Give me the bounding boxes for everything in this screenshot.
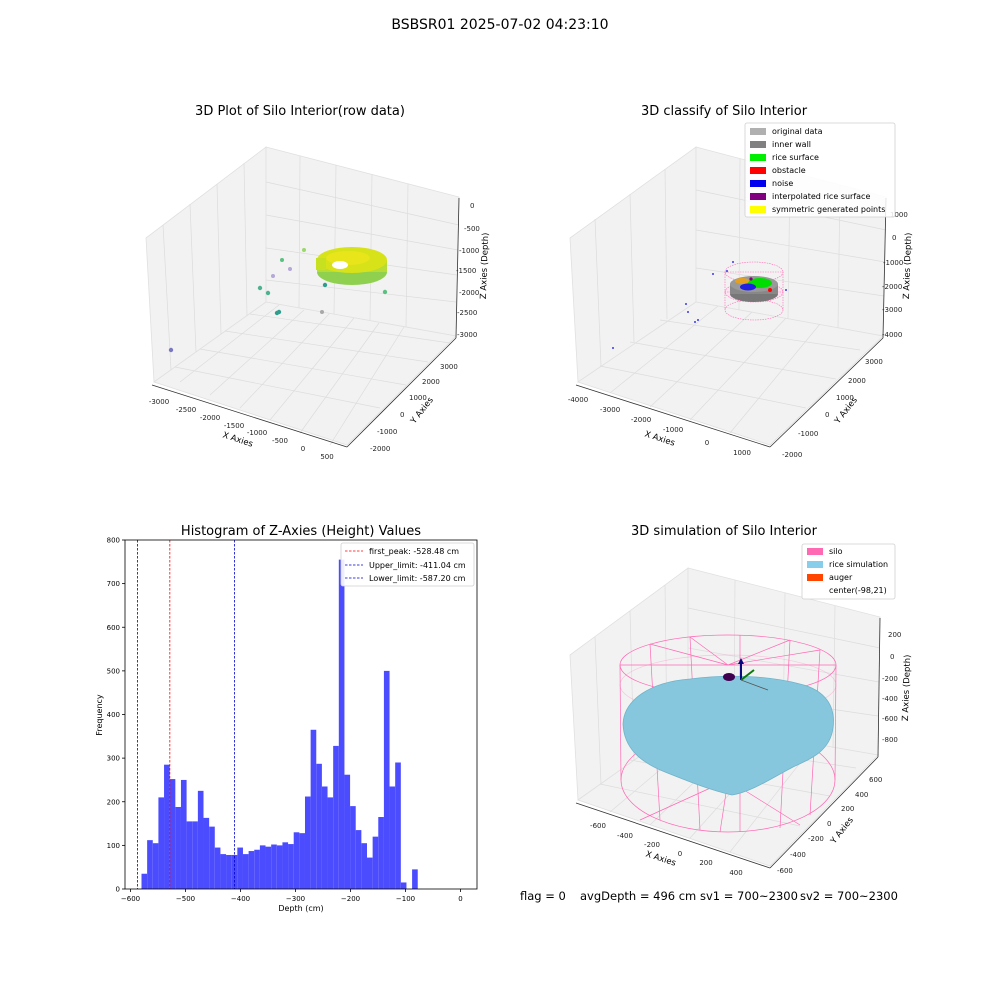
panel1-ztick: -3000 xyxy=(457,331,477,339)
panel1-xtick: 500 xyxy=(320,453,333,461)
panel1-ztick: 0 xyxy=(470,202,474,210)
status-sv2: sv2 = 700~2300 xyxy=(800,889,898,903)
panel1-ztick: -2500 xyxy=(457,309,477,317)
panel1-xtick: 0 xyxy=(301,445,305,453)
panel1-ytick: 0 xyxy=(400,411,404,419)
status-flag: flag = 0 xyxy=(520,889,566,903)
panel1-zlabel: Z Axies (Depth) xyxy=(479,232,491,299)
panel4-title: 3D simulation of Silo Interior xyxy=(631,524,817,539)
panel1-ztick: -500 xyxy=(464,225,480,233)
status-sv1: sv1 = 700~2300 xyxy=(700,889,798,903)
panel1-ytick: 1000 xyxy=(409,394,427,402)
panel1-ztick: -1000 xyxy=(459,247,479,255)
status-avg-depth: avgDepth = 496 cm xyxy=(580,889,697,903)
panel2-title: 3D classify of Silo Interior xyxy=(640,104,808,119)
panel1-ztick: -2000 xyxy=(459,289,479,297)
panel1-ytick: 2000 xyxy=(422,378,440,386)
panel1-xtick: -1500 xyxy=(224,422,244,430)
panel1-title: 3D Plot of Silo Interior(row data) xyxy=(195,104,405,119)
panel3-title: Histogram of Z-Axies (Height) Values xyxy=(180,524,422,539)
panel1-ytick: 3000 xyxy=(440,363,458,371)
panel1-xtick: -500 xyxy=(272,437,288,445)
panel1-ytick: -1000 xyxy=(377,428,397,436)
panel1-xtick: -2500 xyxy=(176,406,196,414)
panel1-ytick: -2000 xyxy=(370,445,390,453)
panel1-xtick: -1000 xyxy=(247,429,267,437)
panel1-xtick: -3000 xyxy=(149,398,169,406)
panel1-silo-surface xyxy=(316,247,387,285)
panel1-xtick: -2000 xyxy=(200,414,220,422)
panel1-ztick: -1500 xyxy=(456,267,476,275)
figure-title: BSBSR01 2025-07-02 04:23:10 xyxy=(391,17,609,33)
